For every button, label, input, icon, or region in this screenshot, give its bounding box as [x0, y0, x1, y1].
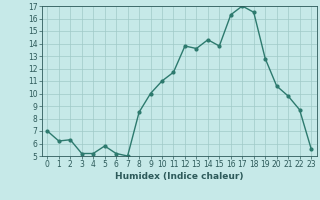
X-axis label: Humidex (Indice chaleur): Humidex (Indice chaleur)	[115, 172, 244, 181]
